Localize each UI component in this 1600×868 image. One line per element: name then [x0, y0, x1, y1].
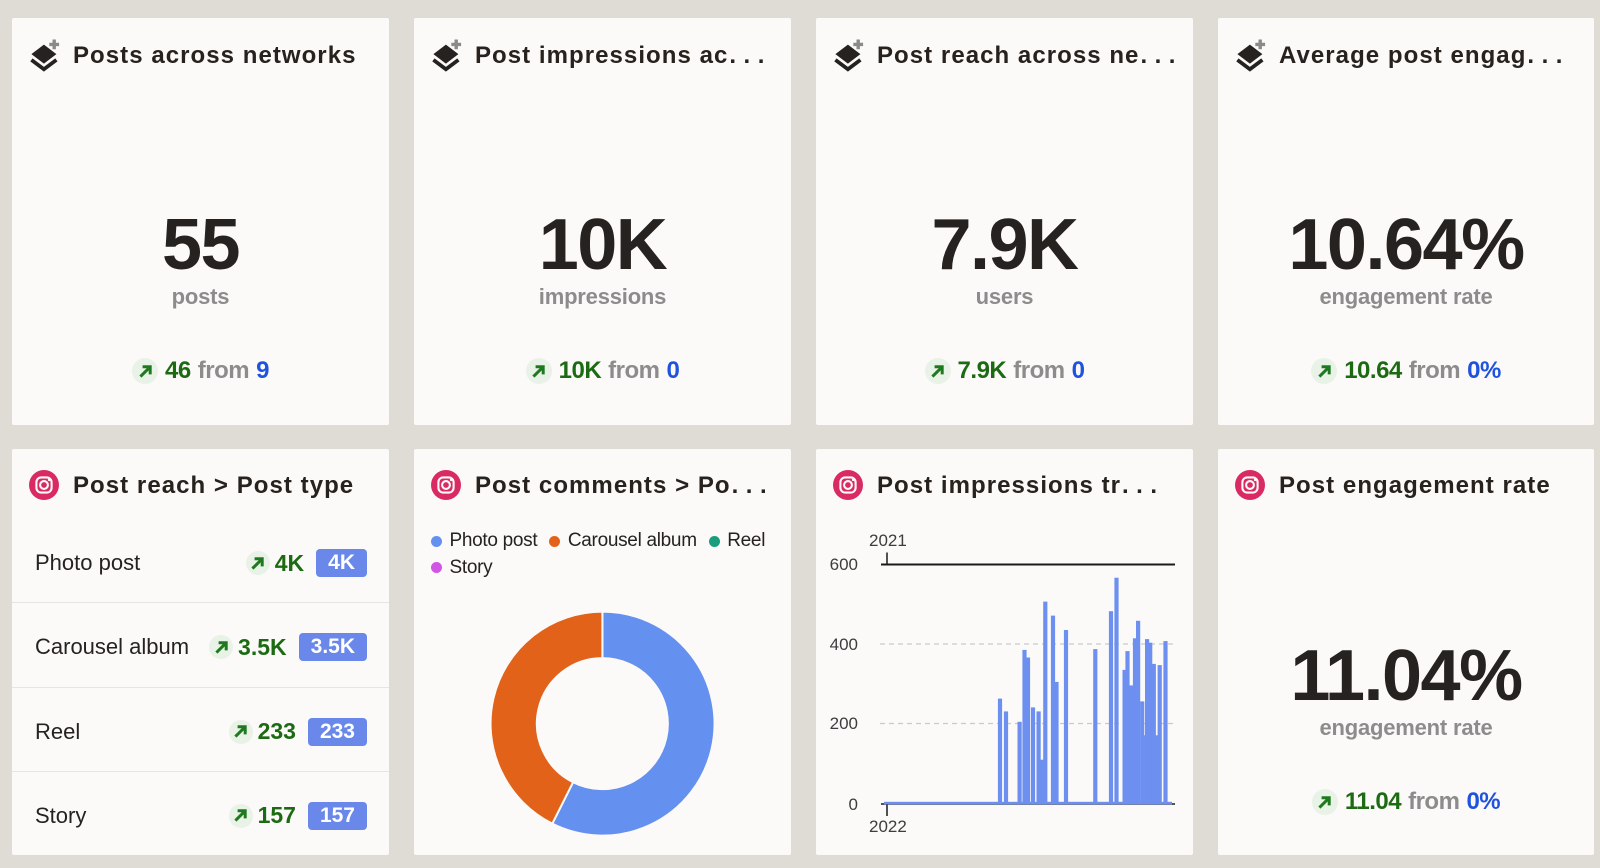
svg-text:200: 200 [830, 714, 858, 733]
svg-text:2021: 2021 [869, 531, 907, 550]
svg-text:0: 0 [849, 795, 858, 814]
svg-text:400: 400 [830, 635, 858, 654]
svg-text:2022: 2022 [869, 817, 907, 836]
svg-text:600: 600 [830, 555, 858, 574]
